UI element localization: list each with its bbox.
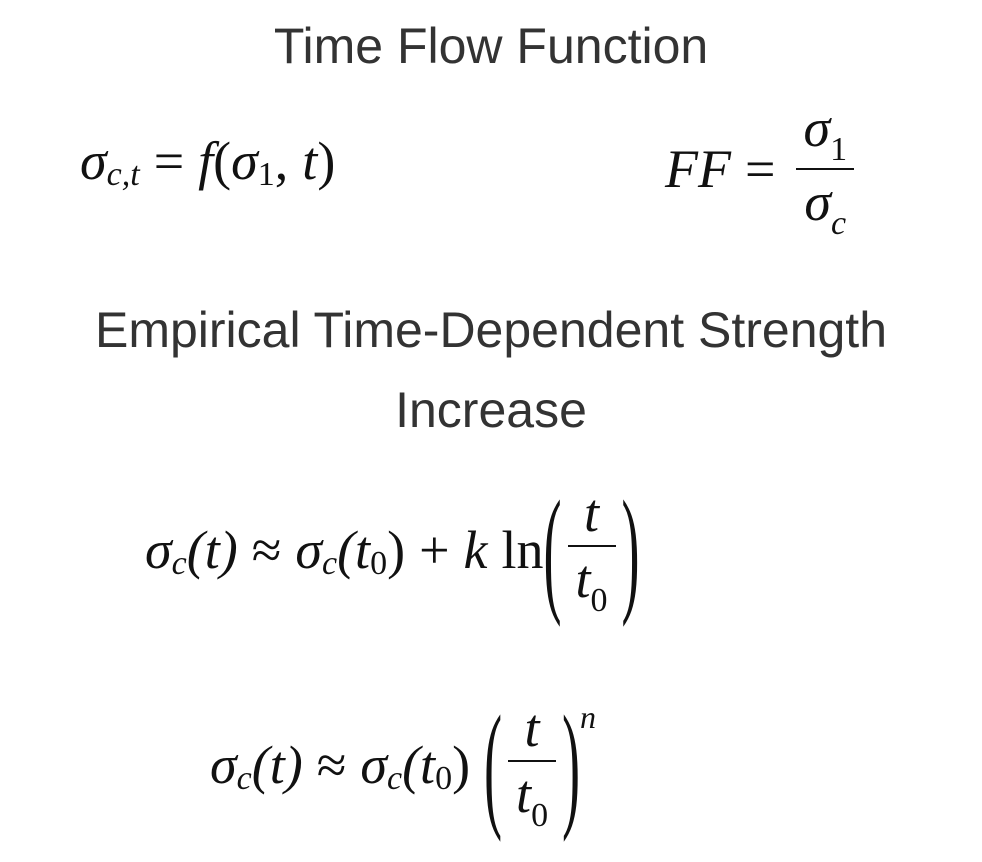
equation-flow-factor: FF = σ1 σc xyxy=(665,98,861,242)
numerator: t xyxy=(584,483,600,543)
equals: = xyxy=(744,139,776,199)
equation-power-law: σ c (t) ≈ σ c (t 0) ( t t0 ) n xyxy=(210,687,597,843)
close-paren: ) xyxy=(387,520,406,580)
plus: + xyxy=(419,520,450,580)
big-close-paren: ) xyxy=(562,687,581,843)
sigma: σ xyxy=(295,520,322,580)
subscript: c xyxy=(386,760,403,797)
t: t xyxy=(302,131,318,191)
subscript: 0 xyxy=(435,760,453,797)
big-open-paren: ( xyxy=(543,472,562,628)
big-open-paren: ( xyxy=(484,687,503,843)
argument: (t xyxy=(402,735,436,795)
equation-time-flow: σ c,t = f(σ 1, t) xyxy=(80,130,336,193)
sigma: σ xyxy=(210,735,237,795)
sigma: σ xyxy=(231,131,258,191)
approx: ≈ xyxy=(316,735,347,795)
subscript: 0 xyxy=(590,582,608,619)
fraction: t t0 xyxy=(508,698,557,834)
fraction: t t0 xyxy=(567,483,616,619)
big-close-paren: ) xyxy=(621,472,640,628)
sigma: σ xyxy=(80,131,107,191)
denominator: t xyxy=(575,549,591,609)
comma: , xyxy=(274,131,289,191)
argument: (t xyxy=(337,520,371,580)
function-f: f xyxy=(198,131,214,191)
open-paren: ( xyxy=(213,131,232,191)
heading-increase: Increase xyxy=(395,382,587,438)
title: Time Flow Function xyxy=(273,18,709,74)
denominator: t xyxy=(516,764,532,824)
exponent: n xyxy=(580,698,597,735)
sigma: σ xyxy=(360,735,387,795)
ff: FF xyxy=(665,139,731,199)
fraction: σ1 σc xyxy=(795,98,855,242)
approx: ≈ xyxy=(251,520,282,580)
subscript: c,t xyxy=(106,156,140,193)
close-paren: ) xyxy=(317,131,336,191)
subscript: c xyxy=(236,760,252,797)
subscript: c xyxy=(321,545,338,582)
numerator: σ xyxy=(803,98,831,158)
equals: = xyxy=(153,131,185,191)
subscript: 0 xyxy=(531,797,549,834)
subscript: c xyxy=(831,205,847,242)
subscript: 1 xyxy=(830,131,848,168)
close-paren: ) xyxy=(452,735,471,795)
argument: (t) xyxy=(251,735,303,795)
sigma: σ xyxy=(145,520,172,580)
k: k xyxy=(463,520,488,580)
argument: (t) xyxy=(186,520,238,580)
subscript: c xyxy=(171,545,187,582)
numerator: t xyxy=(524,698,540,758)
ln: ln xyxy=(501,520,544,580)
equation-logarithmic: σ c (t) ≈ σ c (t 0) + k ln ( t t0 ) xyxy=(145,472,640,628)
subscript: 0 xyxy=(370,545,388,582)
heading-empirical: Empirical Time-Dependent Strength xyxy=(94,302,888,358)
subscript: 1 xyxy=(257,156,275,193)
denominator: σ xyxy=(804,172,832,232)
